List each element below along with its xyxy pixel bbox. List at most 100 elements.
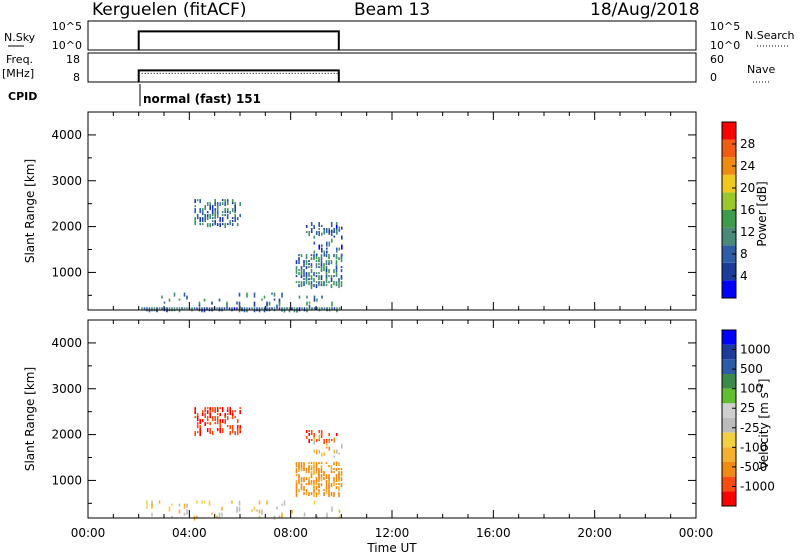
power-cell — [248, 307, 251, 311]
velocity-cell — [338, 492, 340, 498]
velocity-cell — [211, 416, 214, 422]
velocity-cell — [204, 422, 206, 427]
power-cell — [325, 275, 328, 280]
velocity-cell — [308, 433, 310, 436]
power-cell — [321, 295, 323, 299]
power-cell — [325, 272, 328, 278]
power-cell — [198, 307, 201, 312]
power-cell — [333, 269, 335, 274]
velocity-cell — [328, 465, 330, 468]
power-cell — [311, 307, 313, 311]
power-cell — [206, 307, 208, 311]
power-colorbar-swatch — [722, 192, 736, 210]
power-cell — [335, 266, 338, 270]
power-cell — [224, 214, 226, 217]
power-cell — [323, 307, 326, 311]
power-cell — [211, 205, 214, 209]
time-tick-label: 12:00 — [375, 526, 410, 540]
velocity-cell — [313, 492, 315, 498]
power-cell — [335, 272, 338, 278]
power-cell — [318, 263, 320, 266]
date-title: 18/Aug/2018 — [590, 0, 700, 20]
power-cell — [186, 307, 188, 310]
power-cell — [333, 307, 336, 311]
velocity-cell — [258, 509, 261, 514]
power-cell — [328, 307, 331, 312]
velocity-cell — [305, 483, 308, 486]
power-cell — [226, 202, 229, 206]
velocity-cell — [303, 462, 305, 466]
power-cell — [313, 254, 315, 259]
power-cell — [331, 238, 333, 243]
velocity-cell — [320, 465, 323, 469]
power-cell — [173, 292, 176, 297]
velocity-cell — [325, 489, 328, 495]
power-cell — [168, 307, 171, 312]
nsky-label: N.Sky — [4, 31, 36, 44]
power-cell — [234, 208, 236, 214]
power-cell — [318, 307, 321, 312]
power-cell — [209, 205, 211, 211]
velocity-cell — [206, 428, 209, 433]
power-cell — [266, 301, 268, 307]
velocity-cell — [291, 509, 293, 514]
power-cell — [328, 241, 331, 247]
power-cell — [234, 202, 236, 207]
power-cell — [338, 226, 341, 232]
velocity-cell — [229, 431, 231, 436]
power-cell — [333, 228, 335, 233]
velocity-cell — [295, 468, 298, 473]
velocity-cell — [313, 440, 316, 445]
power-cell — [226, 223, 229, 226]
power-cell — [303, 260, 305, 264]
power-cell — [273, 292, 276, 297]
power-cell — [318, 231, 320, 236]
velocity-cell — [201, 413, 204, 417]
power-cell — [303, 307, 306, 312]
power-cell — [236, 307, 238, 311]
cpid-label: CPID — [8, 90, 37, 103]
power-cell — [315, 231, 318, 235]
velocity-cell — [330, 468, 333, 474]
velocity-cell — [328, 477, 330, 483]
power-cell — [320, 275, 323, 281]
velocity-cell — [320, 433, 323, 438]
velocity-cell — [298, 465, 300, 471]
velocity-cell — [310, 468, 313, 471]
power-cell — [325, 263, 328, 266]
power-cell — [221, 217, 224, 223]
velocity-cell — [234, 410, 236, 413]
velocity-cell — [231, 428, 234, 434]
power-cell — [300, 269, 303, 275]
y-tick-label: 4000 — [51, 336, 82, 350]
power-cell — [194, 199, 196, 204]
power-cell — [310, 278, 313, 281]
power-cell — [286, 307, 288, 310]
power-cell — [313, 250, 316, 254]
velocity-cell — [340, 477, 343, 482]
power-cell — [206, 217, 209, 221]
power-cell — [323, 232, 326, 235]
power-cell — [214, 214, 216, 220]
power-cell — [239, 214, 241, 218]
power-cell — [206, 214, 209, 220]
velocity-cell — [219, 425, 221, 430]
velocity-cell — [313, 437, 316, 443]
power-cell — [214, 220, 216, 226]
power-cell — [318, 260, 320, 263]
velocity-colorbar-tick-label: -500 — [740, 460, 767, 474]
power-cell — [173, 307, 176, 312]
power-cell — [323, 284, 325, 287]
power-cell — [300, 254, 303, 258]
velocity-cell — [315, 486, 318, 491]
power-cell — [321, 244, 323, 247]
velocity-cell — [236, 428, 239, 432]
power-cell — [313, 284, 315, 288]
power-cell — [204, 217, 206, 223]
power-colorbar-swatch — [722, 245, 736, 263]
velocity-cell — [209, 431, 211, 435]
time-tick-label: 08:00 — [273, 526, 308, 540]
power-cell — [335, 260, 338, 265]
velocity-cell — [258, 515, 261, 518]
velocity-cell — [308, 480, 310, 486]
